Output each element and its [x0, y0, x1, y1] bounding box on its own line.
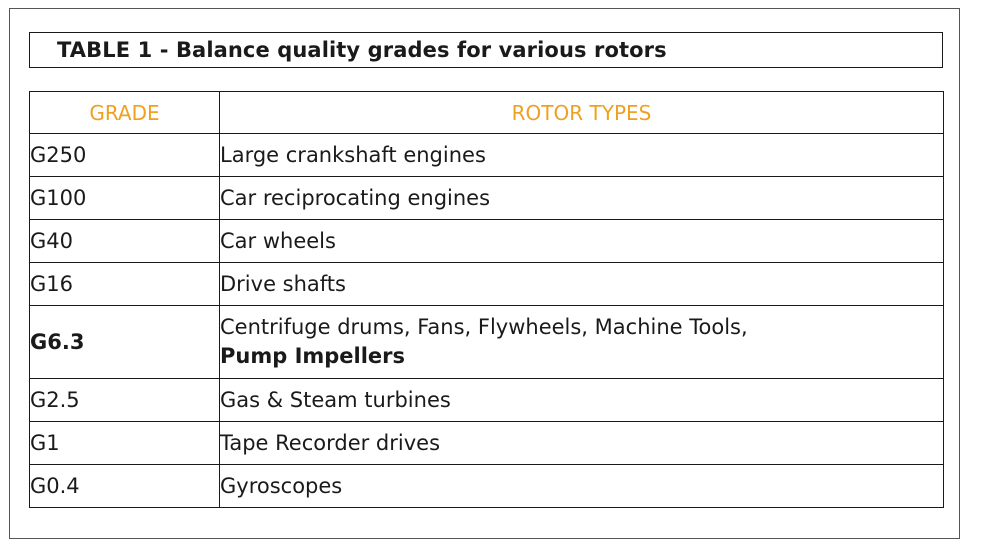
- rotor-cell: Centrifuge drums, Fans, Flywheels, Machi…: [219, 305, 944, 379]
- grade-cell: G40: [29, 219, 220, 263]
- table-row: G16 Drive shafts: [29, 262, 944, 306]
- table-title-text: TABLE 1 - Balance quality grades for var…: [57, 38, 667, 62]
- grade-cell: G16: [29, 262, 220, 306]
- grade-cell: G0.4: [29, 464, 220, 508]
- grade-cell: G250: [29, 133, 220, 177]
- table-row: G250 Large crankshaft engines: [29, 133, 944, 177]
- balance-grades-table: GRADE ROTOR TYPES G250 Large crankshaft …: [29, 91, 944, 508]
- grade-cell: G100: [29, 176, 220, 220]
- table-row: G6.3 Centrifuge drums, Fans, Flywheels, …: [29, 305, 944, 379]
- rotor-cell: Gas & Steam turbines: [219, 378, 944, 422]
- table-row: G2.5 Gas & Steam turbines: [29, 378, 944, 422]
- header-rotor-types: ROTOR TYPES: [219, 91, 944, 134]
- table-row: G100 Car reciprocating engines: [29, 176, 944, 220]
- grade-cell: G6.3: [29, 305, 220, 379]
- grade-cell: G2.5: [29, 378, 220, 422]
- table-header-row: GRADE ROTOR TYPES: [29, 91, 944, 134]
- table-row: G0.4 Gyroscopes: [29, 464, 944, 508]
- table-row: G40 Car wheels: [29, 219, 944, 263]
- rotor-cell: Drive shafts: [219, 262, 944, 306]
- rotor-cell-line: Centrifuge drums, Fans, Flywheels, Machi…: [220, 315, 748, 339]
- rotor-cell: Gyroscopes: [219, 464, 944, 508]
- table-row: G1 Tape Recorder drives: [29, 421, 944, 465]
- rotor-cell-line-bold: Pump Impellers: [220, 344, 406, 368]
- rotor-cell: Large crankshaft engines: [219, 133, 944, 177]
- grade-cell: G1: [29, 421, 220, 465]
- table-title: TABLE 1 - Balance quality grades for var…: [29, 32, 943, 68]
- outer-frame: [9, 8, 960, 539]
- rotor-cell: Car reciprocating engines: [219, 176, 944, 220]
- rotor-cell: Car wheels: [219, 219, 944, 263]
- rotor-cell: Tape Recorder drives: [219, 421, 944, 465]
- header-grade: GRADE: [29, 91, 220, 134]
